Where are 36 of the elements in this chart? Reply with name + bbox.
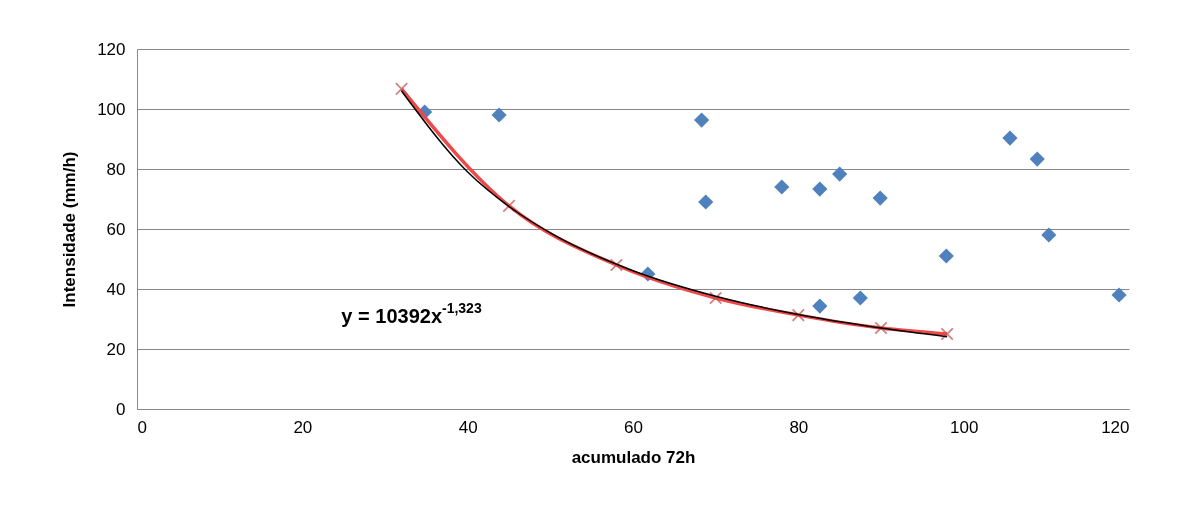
y-tick-label: 40 bbox=[106, 279, 126, 299]
x-tick-label: 20 bbox=[293, 417, 313, 437]
point bbox=[694, 112, 710, 128]
y-tick-label: 20 bbox=[106, 339, 126, 359]
point bbox=[1029, 151, 1045, 167]
y-tick-label: 80 bbox=[106, 159, 126, 179]
point bbox=[874, 321, 888, 335]
point bbox=[502, 199, 516, 213]
point bbox=[940, 327, 954, 341]
y-axis-title: Intensidade (mm/h) bbox=[60, 151, 80, 308]
point bbox=[709, 291, 723, 305]
point bbox=[852, 290, 868, 306]
y-tick-label: 100 bbox=[97, 99, 126, 119]
point bbox=[491, 107, 507, 123]
point bbox=[1111, 287, 1127, 303]
x-tick-label: 80 bbox=[789, 417, 809, 437]
point bbox=[812, 181, 828, 197]
x-axis-title: acumulado 72h bbox=[571, 447, 696, 467]
point bbox=[1002, 130, 1018, 146]
point bbox=[812, 298, 828, 314]
point bbox=[1041, 227, 1057, 243]
point bbox=[698, 194, 714, 210]
y-tick-label: 120 bbox=[97, 39, 126, 59]
y-tick-label: 0 bbox=[116, 399, 126, 419]
point bbox=[872, 190, 888, 206]
point bbox=[938, 248, 954, 264]
point bbox=[774, 179, 790, 195]
point bbox=[609, 258, 624, 272]
x-tick-label: 40 bbox=[458, 417, 478, 437]
x-tick-label: 120 bbox=[1101, 417, 1130, 437]
y-tick-label: 60 bbox=[106, 219, 126, 239]
x-tick-label: 100 bbox=[949, 417, 979, 437]
x-tick-label: 60 bbox=[624, 417, 643, 437]
point bbox=[394, 82, 409, 96]
x-tick-label: 0 bbox=[137, 417, 147, 437]
point bbox=[832, 166, 848, 182]
